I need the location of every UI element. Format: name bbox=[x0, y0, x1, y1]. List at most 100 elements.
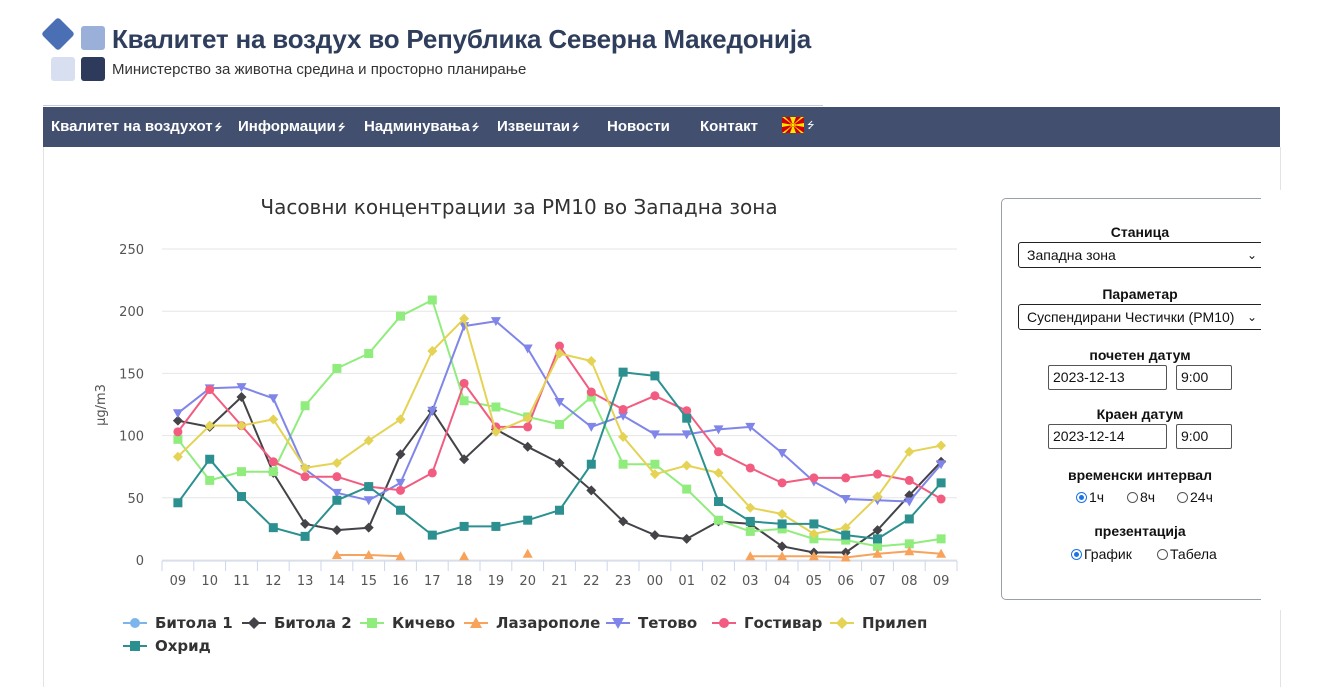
data-point[interactable] bbox=[618, 411, 629, 421]
data-point[interactable] bbox=[331, 550, 342, 560]
data-point[interactable] bbox=[554, 398, 565, 408]
station-select[interactable]: Западна зона ⌄ bbox=[1018, 242, 1264, 268]
data-point[interactable] bbox=[936, 478, 946, 488]
data-point[interactable] bbox=[650, 459, 660, 469]
data-point[interactable] bbox=[745, 463, 755, 473]
data-point[interactable] bbox=[173, 498, 183, 508]
data-point[interactable] bbox=[777, 449, 788, 459]
data-point[interactable] bbox=[904, 446, 915, 457]
data-point[interactable] bbox=[713, 425, 724, 435]
data-point[interactable] bbox=[618, 367, 628, 377]
data-point[interactable] bbox=[777, 551, 788, 561]
data-point[interactable] bbox=[745, 502, 756, 513]
data-point[interactable] bbox=[713, 467, 724, 478]
data-point[interactable] bbox=[363, 550, 374, 560]
nav-item-news[interactable]: Новости bbox=[607, 107, 670, 147]
data-point[interactable] bbox=[172, 415, 183, 426]
data-point[interactable] bbox=[173, 434, 183, 444]
data-point[interactable] bbox=[300, 472, 310, 482]
data-point[interactable] bbox=[459, 551, 470, 561]
data-point[interactable] bbox=[237, 467, 246, 477]
legend-item-ohrid[interactable]: Охрид bbox=[123, 637, 211, 655]
data-point[interactable] bbox=[331, 488, 342, 498]
data-point[interactable] bbox=[554, 457, 565, 468]
data-point[interactable] bbox=[395, 449, 406, 460]
data-point[interactable] bbox=[236, 383, 247, 393]
data-point[interactable] bbox=[268, 394, 279, 404]
interval-radio-24h[interactable]: 24ч bbox=[1177, 489, 1213, 505]
data-point[interactable] bbox=[936, 460, 947, 470]
data-point[interactable] bbox=[554, 348, 565, 359]
data-point[interactable] bbox=[427, 346, 438, 357]
data-point[interactable] bbox=[840, 552, 851, 562]
data-point[interactable] bbox=[714, 497, 723, 507]
data-point[interactable] bbox=[936, 534, 946, 544]
legend-item-bitola-1[interactable]: Битола 1 bbox=[123, 614, 233, 632]
data-point[interactable] bbox=[840, 495, 851, 505]
data-point[interactable] bbox=[649, 430, 660, 440]
nav-item-exceedances[interactable]: Надминувања ⭍ bbox=[364, 107, 479, 147]
data-point[interactable] bbox=[714, 515, 723, 525]
data-point[interactable] bbox=[650, 371, 660, 381]
presentation-radio-chart[interactable]: График bbox=[1071, 546, 1132, 562]
data-point[interactable] bbox=[173, 427, 183, 437]
nav-item-contact[interactable]: Контакт bbox=[700, 107, 758, 147]
series-Охрид[interactable] bbox=[173, 367, 946, 544]
data-point[interactable] bbox=[682, 406, 692, 416]
data-point[interactable] bbox=[237, 492, 246, 502]
data-point[interactable] bbox=[777, 519, 787, 529]
data-point[interactable] bbox=[714, 447, 723, 457]
legend-item-tetovo[interactable]: Тетово bbox=[606, 614, 697, 632]
series-Лазарополе[interactable] bbox=[331, 546, 947, 562]
data-point[interactable] bbox=[427, 406, 438, 416]
data-point[interactable] bbox=[586, 459, 596, 469]
data-point[interactable] bbox=[872, 525, 883, 536]
data-point[interactable] bbox=[364, 348, 374, 358]
data-point[interactable] bbox=[809, 473, 819, 483]
mk-flag-icon[interactable] bbox=[782, 117, 804, 133]
data-point[interactable] bbox=[649, 469, 660, 480]
data-point[interactable] bbox=[236, 392, 247, 403]
data-point[interactable] bbox=[332, 363, 342, 373]
end-time-input[interactable]: 9:00 bbox=[1176, 424, 1232, 449]
data-point[interactable] bbox=[300, 462, 311, 473]
legend-item-gostivar[interactable]: Гостивар bbox=[712, 614, 822, 632]
data-point[interactable] bbox=[872, 491, 883, 502]
legend-item-kichevo[interactable]: Кичево bbox=[360, 614, 455, 632]
data-point[interactable] bbox=[904, 539, 914, 549]
data-point[interactable] bbox=[873, 534, 882, 544]
data-point[interactable] bbox=[586, 392, 596, 402]
data-point[interactable] bbox=[459, 378, 469, 388]
start-time-input[interactable]: 9:00 bbox=[1176, 365, 1232, 390]
data-point[interactable] bbox=[268, 467, 278, 477]
data-point[interactable] bbox=[331, 525, 342, 536]
data-point[interactable] bbox=[745, 422, 756, 432]
data-point[interactable] bbox=[395, 478, 406, 488]
data-point[interactable] bbox=[459, 313, 470, 324]
data-point[interactable] bbox=[427, 468, 437, 478]
data-point[interactable] bbox=[522, 548, 533, 558]
data-point[interactable] bbox=[809, 519, 819, 529]
data-point[interactable] bbox=[681, 460, 692, 471]
data-point[interactable] bbox=[300, 401, 310, 411]
data-point[interactable] bbox=[204, 420, 215, 431]
data-point[interactable] bbox=[396, 505, 405, 515]
data-point[interactable] bbox=[268, 523, 278, 533]
data-point[interactable] bbox=[555, 419, 564, 429]
data-point[interactable] bbox=[841, 530, 851, 540]
site-logo[interactable] bbox=[41, 17, 108, 84]
data-point[interactable] bbox=[618, 431, 629, 442]
data-point[interactable] bbox=[523, 422, 533, 432]
data-point[interactable] bbox=[522, 441, 533, 452]
data-point[interactable] bbox=[459, 521, 469, 531]
data-point[interactable] bbox=[205, 454, 215, 464]
data-point[interactable] bbox=[936, 494, 946, 504]
data-point[interactable] bbox=[332, 472, 342, 482]
data-point[interactable] bbox=[586, 485, 597, 496]
data-point[interactable] bbox=[904, 475, 914, 485]
data-point[interactable] bbox=[396, 311, 405, 321]
data-point[interactable] bbox=[745, 551, 756, 561]
data-point[interactable] bbox=[490, 426, 501, 437]
data-point[interactable] bbox=[682, 413, 692, 423]
data-point[interactable] bbox=[331, 457, 342, 468]
